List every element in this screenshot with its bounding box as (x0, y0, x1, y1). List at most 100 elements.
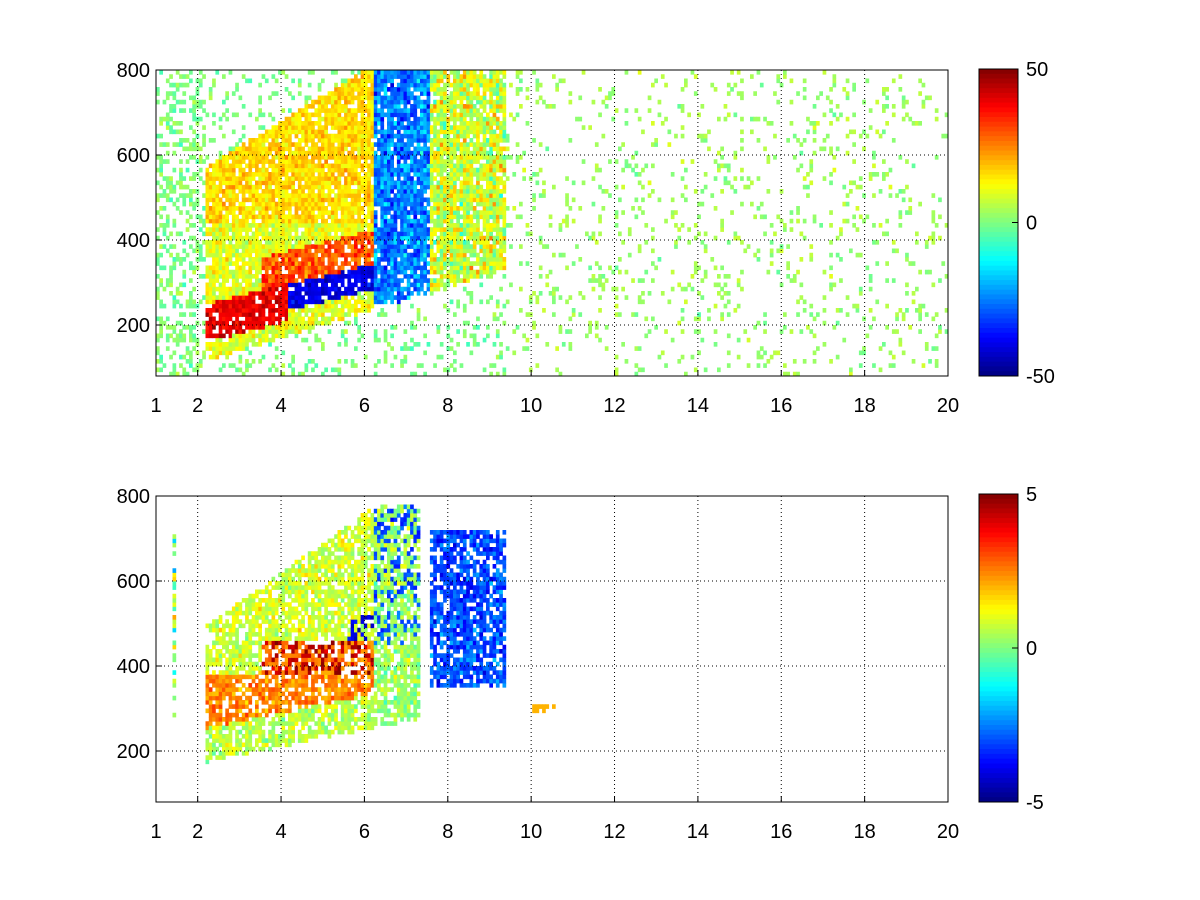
heatmap-cell (288, 274, 292, 279)
heatmap-cell (208, 333, 213, 339)
heatmap-cell (215, 172, 220, 177)
heatmap-cell (255, 248, 259, 254)
heatmap-cell (532, 172, 536, 177)
heatmap-cell (410, 218, 414, 224)
heatmap-cell (225, 206, 229, 211)
heatmap-cell (314, 282, 319, 288)
heatmap-cell (360, 265, 365, 271)
heatmap-cell (162, 116, 167, 122)
heatmap-cell (212, 278, 216, 283)
heatmap-cell (311, 278, 315, 283)
heatmap-cell (169, 244, 173, 249)
heatmap-cell (251, 337, 256, 343)
heatmap-cell (377, 112, 381, 118)
heatmap-cell (492, 70, 497, 75)
heatmap-cell (225, 316, 229, 322)
heatmap-cell (182, 240, 187, 245)
heatmap-cell (350, 265, 355, 271)
heatmap-cell (271, 333, 276, 339)
heatmap-cell (218, 214, 223, 220)
heatmap-cell (337, 150, 342, 156)
heatmap-cell (479, 104, 484, 109)
heatmap-cell (443, 274, 447, 279)
heatmap-cell (344, 359, 348, 364)
heatmap-cell (218, 346, 223, 351)
heatmap-cell (403, 354, 408, 360)
heatmap-cell (561, 218, 566, 224)
heatmap-cell (373, 87, 378, 92)
heatmap-cell (314, 223, 319, 228)
heatmap-cell (261, 112, 266, 118)
heatmap-cell (410, 125, 414, 130)
heatmap-cell (255, 155, 259, 160)
heatmap-cell (469, 112, 474, 118)
heatmap-cell (340, 227, 345, 232)
heatmap-cell (462, 218, 467, 224)
heatmap-cell (354, 308, 358, 313)
heatmap-cell (396, 282, 401, 288)
heatmap-cell (314, 163, 319, 169)
heatmap-cell (400, 269, 404, 275)
heatmap-cell (403, 359, 408, 364)
heatmap-cell (344, 112, 348, 118)
heatmap-cell (251, 291, 256, 296)
heatmap-cell (268, 231, 272, 237)
heatmap-cell (486, 223, 490, 228)
heatmap-cell (202, 274, 206, 279)
heatmap-cell (235, 257, 239, 262)
heatmap-cell (321, 342, 325, 347)
heatmap-cell (202, 350, 206, 356)
heatmap-cell (344, 214, 348, 220)
heatmap-cell (429, 240, 434, 245)
heatmap-cell (225, 257, 229, 262)
heatmap-cell (297, 371, 302, 377)
heatmap-cell (350, 142, 355, 147)
heatmap-cell (172, 261, 177, 266)
heatmap-cell (264, 172, 269, 177)
heatmap-cell (357, 231, 361, 237)
heatmap-cell (274, 248, 279, 254)
heatmap-cell (205, 274, 210, 279)
heatmap-cell (248, 295, 253, 300)
heatmap-cell (235, 218, 239, 224)
heatmap-cell (410, 274, 414, 279)
heatmap-cell (446, 116, 451, 122)
heatmap-cell (420, 227, 424, 232)
heatmap-cell (429, 252, 434, 258)
heatmap-cell (393, 244, 398, 249)
heatmap-cell (393, 125, 398, 130)
heatmap-cell (466, 99, 470, 105)
heatmap-cell (492, 312, 497, 317)
heatmap-cell (195, 189, 200, 194)
heatmap-cell (261, 133, 266, 139)
heatmap-cell (235, 227, 239, 232)
heatmap-cell (288, 116, 292, 122)
heatmap-cell (429, 214, 434, 220)
heatmap-cell (548, 269, 553, 275)
heatmap-cell (350, 257, 355, 262)
heatmap-cell (555, 87, 559, 92)
heatmap-cell (469, 299, 474, 305)
heatmap-cell (340, 223, 345, 228)
heatmap-cell (156, 133, 160, 139)
heatmap-cell (453, 116, 457, 122)
heatmap-cell (446, 257, 451, 262)
heatmap-cell (340, 95, 345, 101)
heatmap-cell (456, 146, 460, 152)
heatmap-cell (228, 312, 233, 317)
heatmap-cell (165, 316, 170, 322)
heatmap-cell (578, 95, 583, 101)
heatmap-cell (212, 214, 216, 220)
heatmap-cell (311, 163, 315, 169)
heatmap-cell (248, 172, 253, 177)
heatmap-cell (406, 244, 411, 249)
heatmap-cell (446, 155, 451, 160)
heatmap-cell (492, 261, 497, 266)
heatmap-cell (258, 214, 262, 220)
heatmap-cell (453, 150, 457, 156)
heatmap-cell (344, 303, 348, 309)
heatmap-cell (370, 87, 375, 92)
heatmap-cell (225, 269, 229, 275)
heatmap-cell (482, 223, 487, 228)
heatmap-cell (410, 163, 414, 169)
